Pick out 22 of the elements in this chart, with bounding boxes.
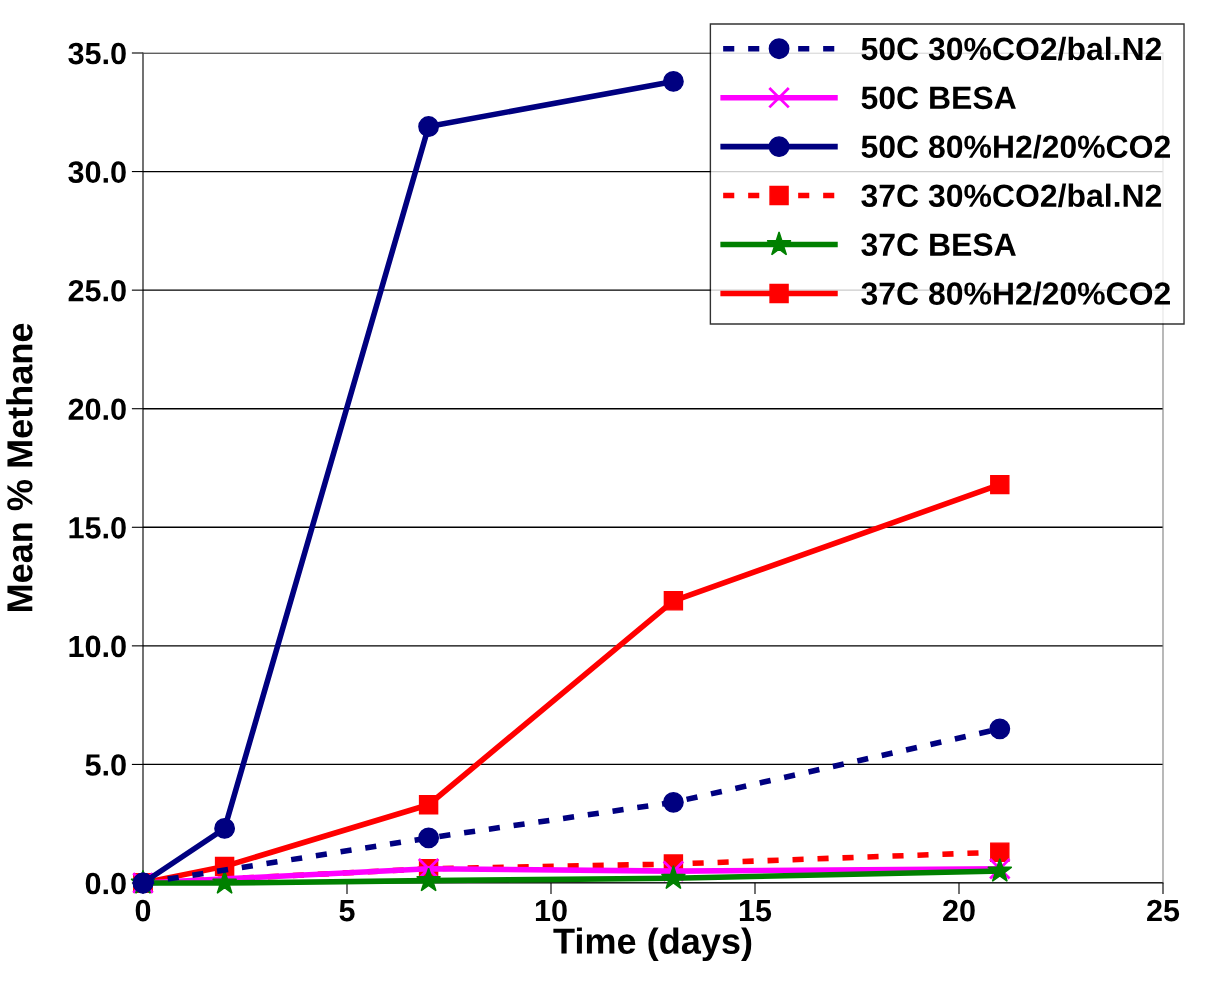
x-tick-label: 5: [339, 900, 355, 922]
x-tick-label: 10: [535, 899, 567, 922]
legend-label: 37C 30%CO2/bal.N2: [861, 183, 1162, 208]
legend-label: 37C BESA: [861, 233, 1016, 257]
x-tick-label: 0: [135, 899, 151, 922]
y-tick-label: 10.0: [69, 635, 126, 658]
x-tick-label: 15: [739, 900, 772, 922]
x-axis-title: Time (days): [553, 927, 752, 962]
y-tick-label: 5.0: [85, 754, 126, 776]
y-tick-label: 35.0: [68, 42, 126, 65]
y-tick-label: 25.0: [68, 279, 126, 302]
y-tick-label: 0.0: [85, 872, 126, 895]
legend-label: 50C 30%CO2/bal.N2: [861, 36, 1162, 61]
legend-label: 37C 80%H2/20%CO2: [861, 281, 1170, 306]
y-axis-title: Mean % Methane: [6, 323, 33, 612]
legend-label: 50C 80%H2/20%CO2: [861, 134, 1170, 159]
y-tick-label: 15.0: [69, 517, 126, 539]
y-tick-label: 30.0: [68, 161, 126, 183]
x-tick-label: 20: [943, 899, 975, 922]
x-tick-label: 25: [1147, 899, 1180, 922]
legend-label: 50C BESA: [861, 86, 1016, 110]
y-tick-label: 20.0: [68, 398, 126, 421]
